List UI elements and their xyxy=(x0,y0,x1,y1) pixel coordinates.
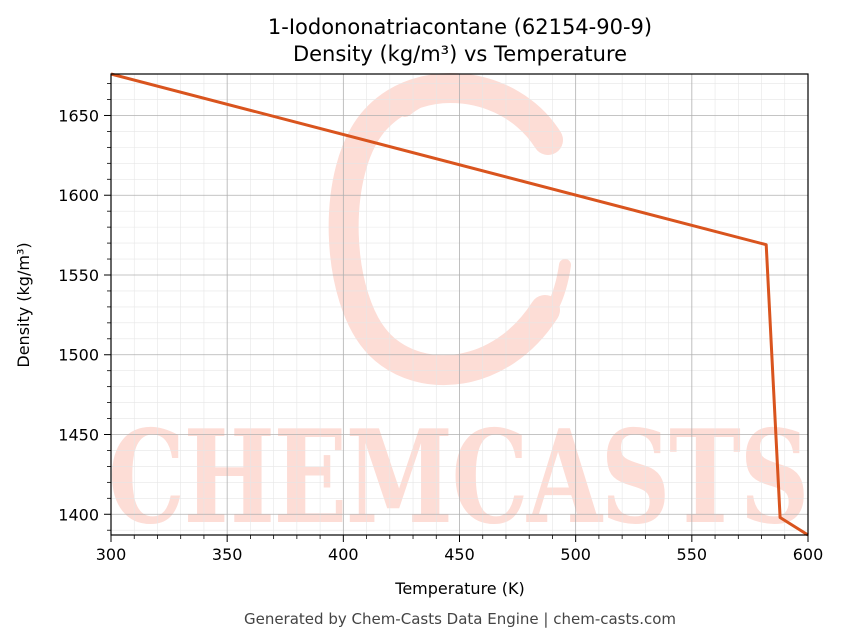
y-tick-label: 1650 xyxy=(58,106,99,125)
chemcasts-logo-swirl xyxy=(328,73,571,386)
x-axis-label: Temperature (K) xyxy=(394,579,524,598)
plot-frame xyxy=(110,73,809,536)
grid xyxy=(110,74,809,535)
x-tick-label: 500 xyxy=(560,545,591,564)
x-tick-label: 450 xyxy=(444,545,475,564)
watermark-text: CHEMCASTS xyxy=(108,403,808,553)
density-series-line xyxy=(110,72,809,537)
chemcasts-watermark: CHEMCASTS xyxy=(108,73,810,553)
chart-subtitle: Density (kg/m³) vs Temperature xyxy=(293,42,627,66)
x-tick-label: 350 xyxy=(212,545,243,564)
y-axis-label: Density (kg/m³) xyxy=(14,242,33,367)
y-tick-label: 1550 xyxy=(58,266,99,285)
axis-ticks: 300 350 400 450 500 550 600 1400 1450 1500 1550 160… xyxy=(58,83,824,564)
y-tick-label: 1450 xyxy=(58,426,99,445)
footer-credit: Generated by Chem-Casts Data Engine | ch… xyxy=(244,610,676,628)
x-tick-label: 550 xyxy=(677,545,708,564)
x-tick-label: 300 xyxy=(96,545,127,564)
chart-title: 1-Iodononatriacontane (62154-90-9) xyxy=(268,15,652,39)
series-layer xyxy=(110,72,809,537)
y-tick-label: 1500 xyxy=(58,346,99,365)
y-tick-label: 1400 xyxy=(58,505,99,524)
x-tick-label: 400 xyxy=(328,545,359,564)
x-tick-label: 600 xyxy=(793,545,824,564)
y-tick-label: 1600 xyxy=(58,186,99,205)
